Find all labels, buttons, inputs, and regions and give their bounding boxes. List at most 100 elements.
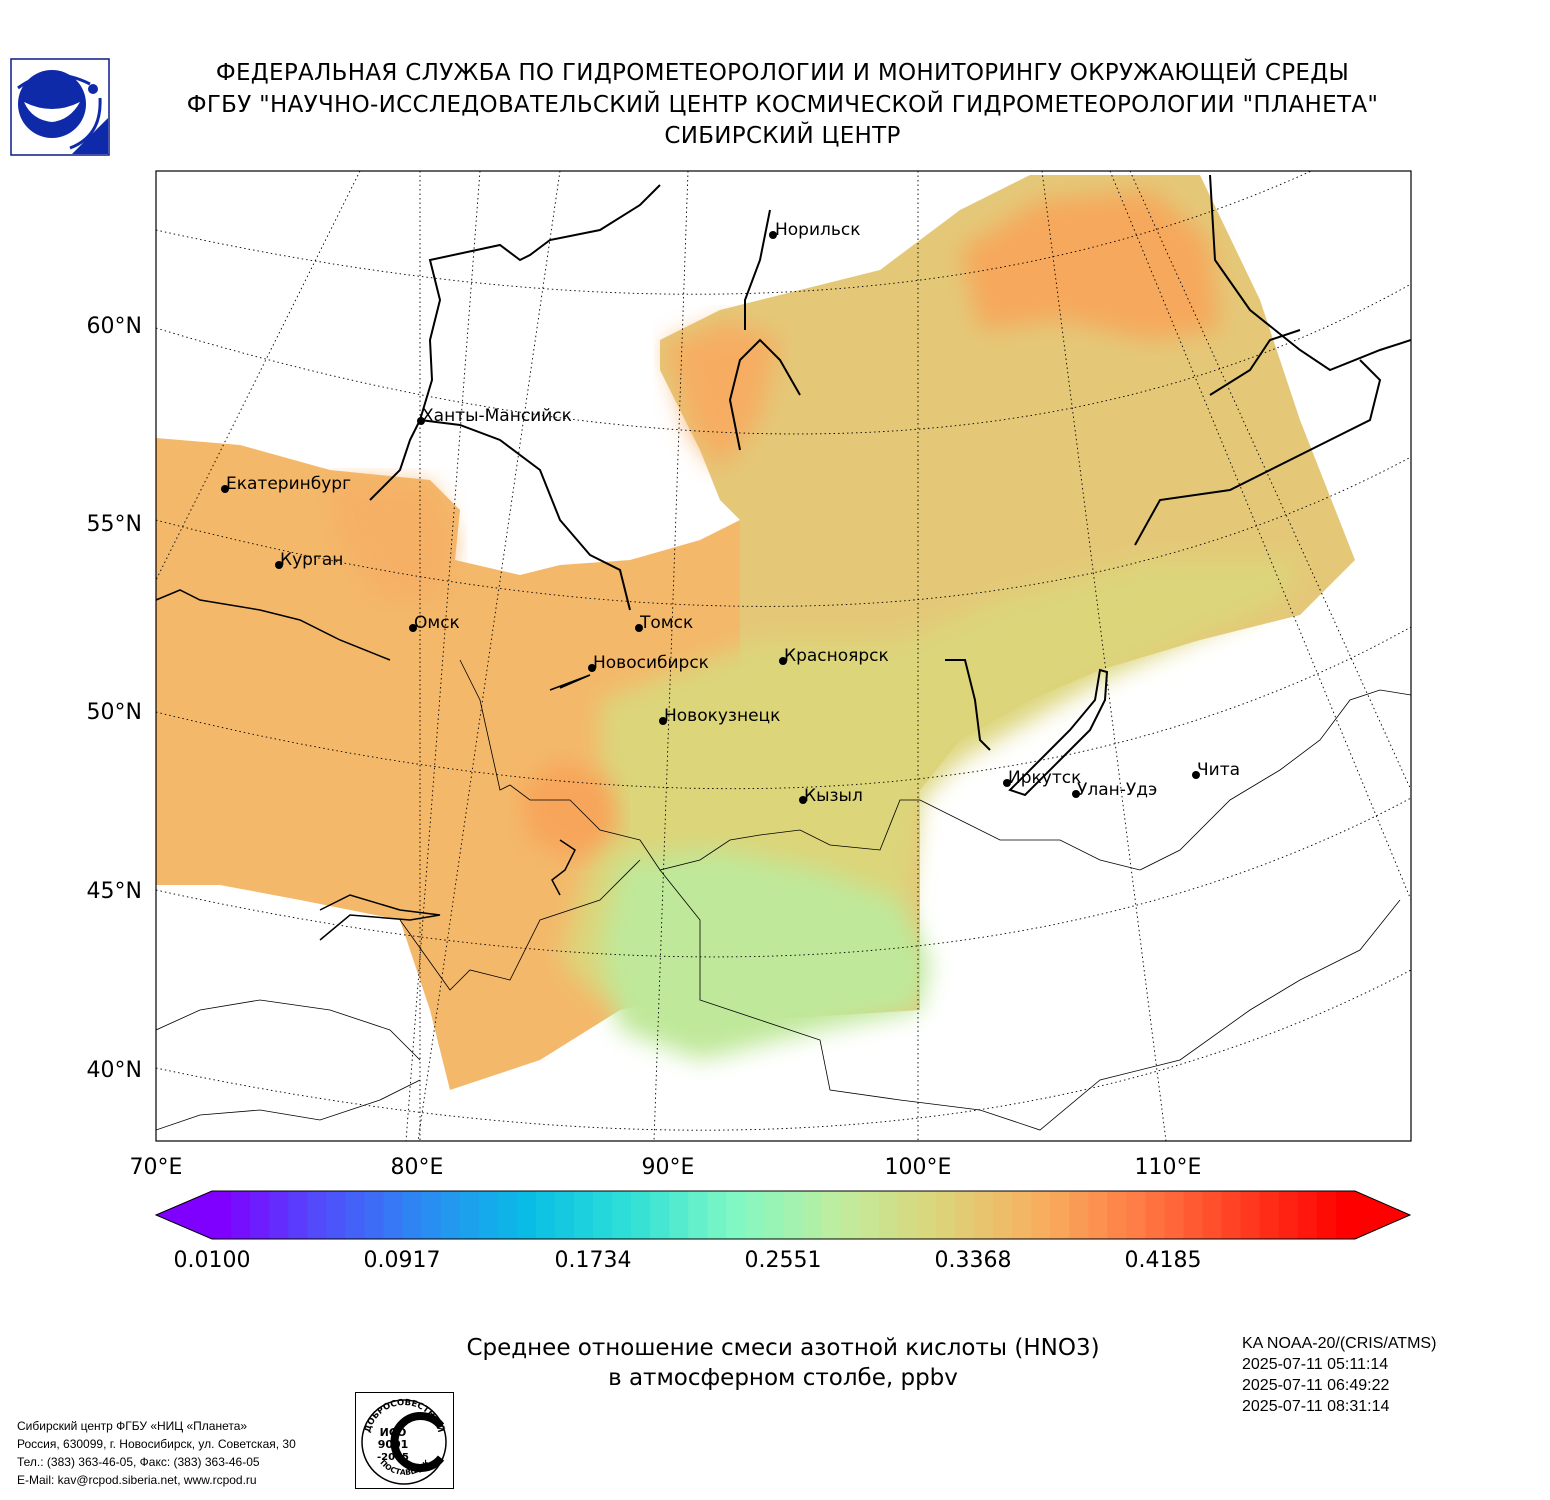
lon-label-80: 80°E: [391, 1155, 444, 1180]
colorbar-segment: [954, 1191, 975, 1239]
colorbar-segment: [212, 1191, 232, 1239]
contact-info: Сибирский центр ФГБУ «НИЦ «Планета» Росс…: [17, 1417, 296, 1489]
ru-kz-border-a: [156, 589, 391, 661]
field-mongolia-green: [600, 850, 930, 1060]
city-label-krasnoyarsk: Красноярск: [784, 646, 889, 666]
colorbar-segment: [1297, 1191, 1318, 1239]
colorbar-segment: [250, 1191, 270, 1239]
colorbar-segment: [1107, 1191, 1127, 1239]
ru-mongolia-border: [459, 659, 1411, 871]
colorbar-tick-1: 0.0917: [364, 1248, 441, 1273]
header-line-3: СИБИРСКИЙ ЦЕНТР: [664, 123, 901, 149]
irtysh-river: [369, 419, 421, 501]
colorbar-segment: [916, 1191, 937, 1239]
colorbar-segment: [478, 1191, 499, 1239]
city-label-khanty: Ханты-Мансийск: [422, 406, 572, 426]
lon-label-90: 90°E: [642, 1155, 695, 1180]
map-caption: Среднее отношение смеси азотной кислоты …: [383, 1333, 1183, 1393]
colorbar-segment: [669, 1191, 689, 1239]
colorbar-segment: [631, 1191, 651, 1239]
colorbar-tick-2: 0.1734: [555, 1248, 632, 1273]
lake-zaysan: [551, 839, 576, 896]
contact-line-3: Тел.: (383) 363-46-05, Факс: (383) 363-4…: [17, 1455, 260, 1469]
colorbar-segment: [707, 1191, 727, 1239]
colorbar-segment: [1221, 1191, 1242, 1239]
lat-label-40: 40°N: [87, 1058, 142, 1083]
colorbar-segment: [1050, 1191, 1070, 1239]
colorbar-segment: [1088, 1191, 1108, 1239]
colorbar-segment: [421, 1191, 442, 1239]
city-marker-kurgan: [275, 561, 283, 569]
iso-line-1: ИСО: [380, 1426, 407, 1439]
lake-balkhash: [319, 894, 441, 941]
iso-9001-badge: ДОБРОСОВЕСТНЫЙ ПОСТАВЩИК ИСО 9001 -2015: [355, 1392, 454, 1489]
colorbar-segment: [1259, 1191, 1280, 1239]
colorbar-segment: [840, 1191, 861, 1239]
satellite-time-1: 2025-07-11 05:11:14: [1242, 1356, 1389, 1373]
city-label-kurgan: Курган: [280, 550, 343, 570]
colorbar-segment: [402, 1191, 423, 1239]
colorbar-segment: [307, 1191, 327, 1239]
map-frame: [155, 170, 1412, 1142]
colorbar-segment: [859, 1191, 880, 1239]
colorbar-tick-5: 0.4185: [1125, 1248, 1202, 1273]
colorbar-segment: [1240, 1191, 1261, 1239]
colorbar-segment: [573, 1191, 594, 1239]
satellite-info: KA NOAA-20/(CRIS/ATMS) 2025-07-11 05:11:…: [1242, 1333, 1436, 1417]
colorbar-segment: [1164, 1191, 1185, 1239]
city-marker-ulan-ude: [1072, 790, 1080, 798]
city-marker-kyzyl: [799, 796, 807, 804]
city-marker-ekb: [221, 485, 229, 493]
city-marker-tomsk: [635, 624, 643, 632]
header-line-2: ФГБУ "НАУЧНО-ИССЛЕДОВАТЕЛЬСКИЙ ЦЕНТР КОС…: [186, 91, 1379, 118]
iso-line-3: -2015: [377, 1452, 409, 1463]
colorbar-segment: [612, 1191, 632, 1239]
colorbar-segment: [535, 1191, 556, 1239]
vilyuy-river: [1209, 329, 1301, 396]
colorbar-segment: [726, 1191, 746, 1239]
city-label-ekb: Екатеринбург: [226, 474, 351, 494]
colorbar-segment: [821, 1191, 842, 1239]
colorbar-segment: [593, 1191, 613, 1239]
city-label-omsk: Омск: [414, 613, 460, 633]
colorbar-segment: [1012, 1191, 1032, 1239]
colorbar-segment: [878, 1191, 899, 1239]
hno3-field: [156, 175, 1355, 1090]
lon-label-70: 70°E: [130, 1155, 183, 1180]
contact-line-4: E-Mail: kav@rcpod.siberia.net, www.rcpod…: [17, 1473, 257, 1487]
lake-baikal: [1008, 668, 1109, 797]
city-label-novokuznetsk: Новокузнецк: [664, 706, 780, 726]
contact-line-2: Россия, 630099, г. Новосибирск, ул. Сове…: [17, 1437, 296, 1451]
header-line-1: ФЕДЕРАЛЬНАЯ СЛУЖБА ПО ГИДРОМЕТЕОРОЛОГИИ …: [215, 60, 1350, 86]
mongolia-china-border: [659, 869, 1401, 1131]
iso-line-2: 9001: [378, 1438, 409, 1451]
central-asia-border: [156, 999, 421, 1061]
colorbar-segment: [1183, 1191, 1204, 1239]
city-marker-norilsk: [769, 231, 777, 239]
colorbar-segment: [1278, 1191, 1299, 1239]
colorbar-segment: [1316, 1191, 1337, 1239]
satellite-time-3: 2025-07-11 08:31:14: [1242, 1398, 1390, 1415]
colorbar-segment: [1335, 1191, 1356, 1239]
roshydromet-logo: [10, 58, 110, 156]
city-label-irkutsk: Иркутск: [1008, 768, 1081, 788]
field-high-west: [330, 480, 455, 600]
city-label-norilsk: Норильск: [775, 220, 861, 240]
city-marker-krasnoyarsk: [779, 657, 787, 665]
kz-china-border: [399, 859, 641, 991]
colorbar-segment: [345, 1191, 365, 1239]
city-marker-novokuznetsk: [659, 717, 667, 725]
field-high-orange-center: [520, 760, 620, 860]
colorbar-segment: [897, 1191, 918, 1239]
colorbar-segment: [1145, 1191, 1166, 1239]
colorbar-segment: [269, 1191, 289, 1239]
colorbar-segment: [440, 1191, 461, 1239]
colorbar-segment: [516, 1191, 537, 1239]
lon-label-100: 100°E: [885, 1155, 952, 1180]
ob-river-north: [419, 184, 661, 421]
lat-label-50: 50°N: [87, 700, 142, 725]
boundaries: [156, 174, 1411, 1131]
colorbar-segment: [1069, 1191, 1089, 1239]
lena-coast: [1209, 174, 1411, 372]
